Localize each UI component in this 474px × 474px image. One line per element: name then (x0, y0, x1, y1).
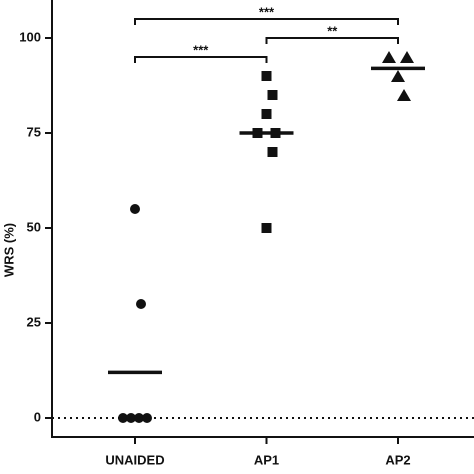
point (261, 109, 272, 119)
point (134, 413, 144, 423)
point (118, 413, 128, 423)
y-tick-label: 0 (34, 409, 41, 424)
point (261, 223, 272, 233)
point (400, 51, 414, 63)
y-tick-label: 50 (27, 219, 41, 234)
point (136, 299, 146, 309)
x-tick-label: AP2 (385, 452, 410, 467)
significance-bracket (134, 56, 268, 63)
significance-label: *** (259, 4, 275, 19)
point (267, 147, 278, 157)
significance-label: ** (327, 23, 338, 38)
point (126, 413, 136, 423)
y-tick-label: 100 (19, 29, 41, 44)
x-tick-label: AP1 (254, 452, 279, 467)
point (130, 204, 140, 214)
point (397, 89, 411, 101)
y-tick-label: 75 (27, 124, 41, 139)
point (261, 71, 272, 81)
significance-bracket (265, 37, 399, 44)
significance-bracket (134, 18, 399, 25)
y-tick-label: 25 (27, 314, 41, 329)
point (267, 90, 278, 100)
point (142, 413, 152, 423)
significance-label: *** (193, 42, 209, 57)
point (382, 51, 396, 63)
x-tick-label: UNAIDED (105, 452, 164, 467)
point (391, 70, 405, 82)
y-axis-label: WRS (%) (1, 223, 16, 277)
